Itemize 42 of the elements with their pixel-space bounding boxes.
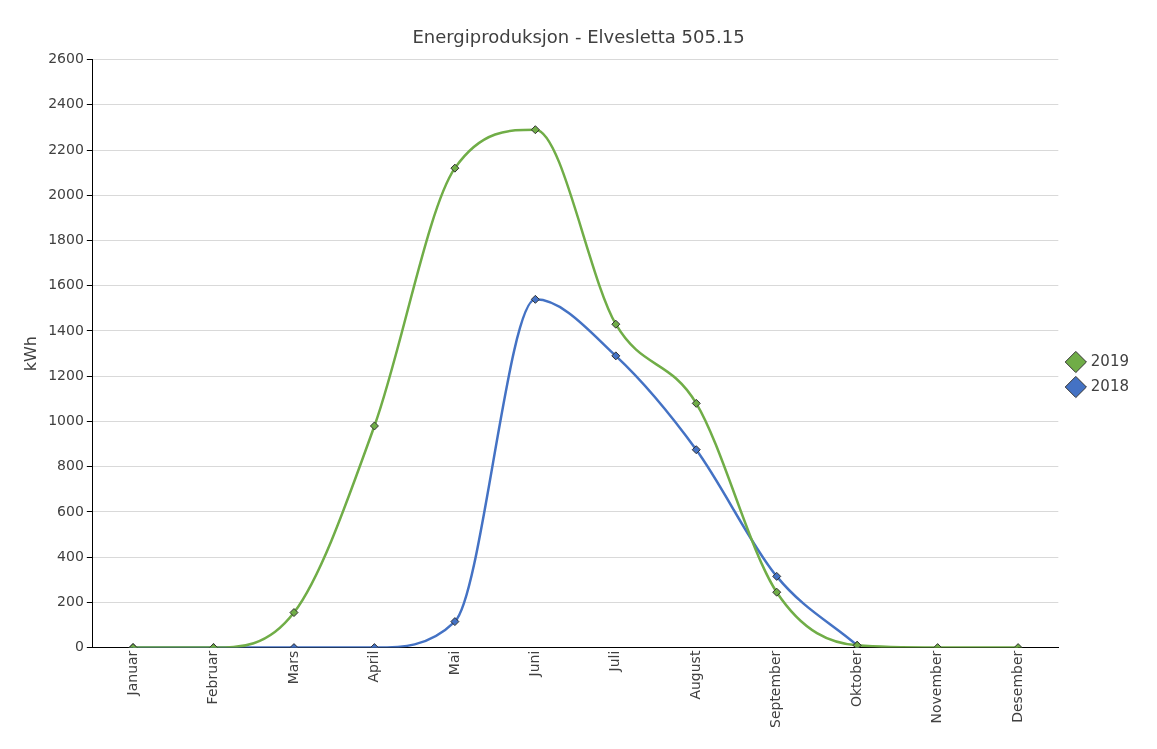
- y-tick-label: 1000: [48, 412, 84, 429]
- x-tick-label: Oktober: [847, 650, 864, 708]
- point: [450, 617, 460, 627]
- x-tick-label: Desember: [1008, 650, 1025, 723]
- point: [611, 319, 621, 329]
- x-tick-label: Mars: [284, 650, 301, 685]
- y-tick-label: 600: [57, 502, 84, 519]
- point: [772, 587, 782, 597]
- x-tick-label: November: [928, 650, 945, 724]
- y-tick-label: 1800: [48, 231, 84, 248]
- y-tick-label: 1400: [48, 321, 84, 338]
- y-tick-label: 2400: [48, 95, 84, 112]
- x-tick-label: August: [686, 650, 703, 700]
- y-tick-label: 2000: [48, 185, 84, 202]
- x-tick-label: Februar: [204, 650, 221, 705]
- y-tick-label: 800: [57, 457, 84, 474]
- y-tick-label: 2200: [48, 140, 84, 157]
- point: [450, 163, 460, 173]
- legend-label: 2019: [1090, 351, 1130, 370]
- x-tick-label: Mai: [445, 650, 462, 676]
- y-tick-label: 200: [57, 593, 84, 610]
- point: [530, 294, 540, 304]
- y-tick-label: 0: [74, 638, 84, 655]
- y-tick-label: 400: [57, 547, 84, 564]
- legend-label: 2018: [1090, 376, 1130, 395]
- point: [772, 571, 782, 581]
- y-tick-label: 1600: [48, 276, 84, 293]
- point: [691, 398, 701, 408]
- point: [691, 445, 701, 455]
- chart-title: Energiproduksjon - Elvesletta 505.15: [412, 26, 745, 48]
- point: [611, 351, 621, 361]
- y-tick-label: 2600: [48, 50, 84, 67]
- x-tick-label: Januar: [123, 650, 140, 697]
- point: [369, 421, 379, 431]
- x-tick-label: Juni: [525, 650, 542, 678]
- x-tick-label: April: [365, 650, 382, 683]
- point: [289, 608, 299, 618]
- y-axis-title: kWh: [20, 335, 40, 372]
- y-tick-label: 1200: [48, 366, 84, 383]
- x-tick-label: Juli: [606, 650, 623, 673]
- x-tick-label: September: [767, 650, 784, 729]
- point: [530, 125, 540, 135]
